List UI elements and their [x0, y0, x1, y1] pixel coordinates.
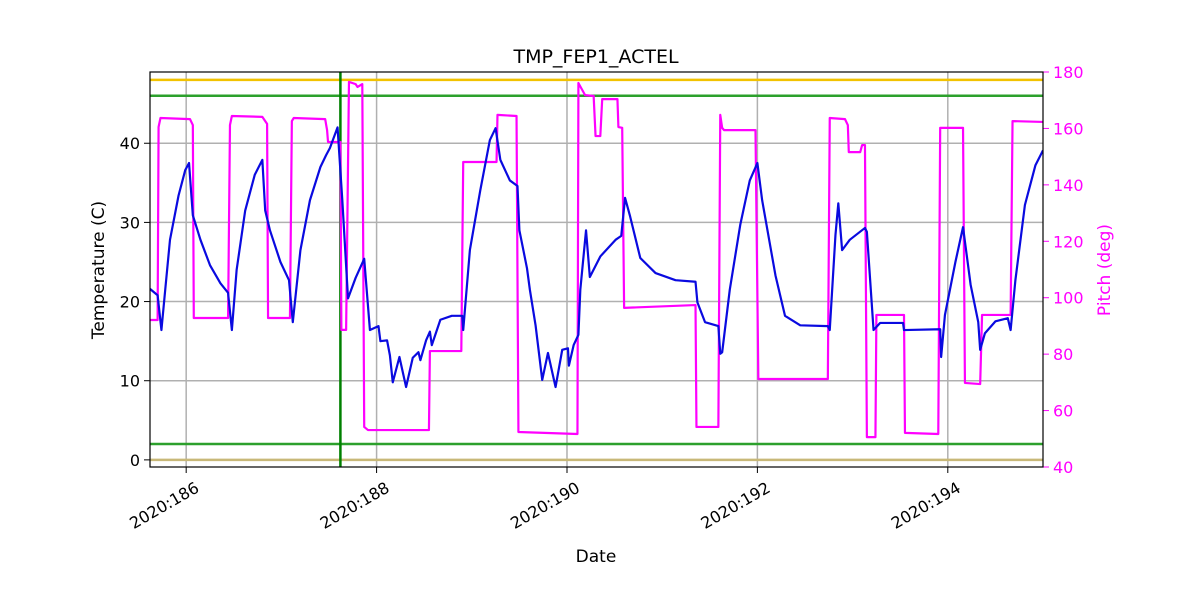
- data-line: [150, 126, 1043, 389]
- y-tick-label: 0: [130, 451, 140, 470]
- data-line: [150, 80, 1043, 439]
- y2-tick-label: 100: [1053, 289, 1084, 308]
- y-tick-label: 10: [120, 372, 140, 391]
- y2-tick-label: 180: [1053, 63, 1084, 82]
- plot-frame: [149, 71, 1044, 468]
- y-tick-label: 20: [120, 293, 140, 312]
- y2-tick-label: 60: [1053, 402, 1073, 421]
- y2-tick-label: 140: [1053, 176, 1084, 195]
- y2-tick-label: 160: [1053, 119, 1084, 138]
- y-axis-label: Temperature (C): [89, 201, 109, 340]
- y2-axis-label: Pitch (deg): [1095, 224, 1115, 316]
- y-tick-label: 30: [120, 213, 140, 232]
- x-axis-label: Date: [576, 547, 617, 567]
- y-tick-label: 40: [120, 134, 140, 153]
- y2-tick-label: 80: [1053, 345, 1073, 364]
- y2-tick-label: 40: [1053, 458, 1073, 477]
- plot-area: [150, 72, 1043, 467]
- chart-title: TMP_FEP1_ACTEL: [512, 46, 678, 68]
- y2-tick-label: 120: [1053, 232, 1084, 251]
